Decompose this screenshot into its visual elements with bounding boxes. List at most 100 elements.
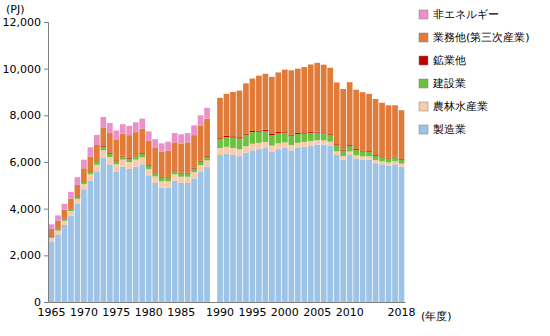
bar-segment xyxy=(62,225,68,302)
bar-segment xyxy=(340,151,346,157)
bar-segment xyxy=(172,181,178,302)
bar-segment xyxy=(152,176,158,183)
bar-segment xyxy=(126,126,132,135)
bar-segment xyxy=(321,65,327,133)
bar-segment xyxy=(340,89,346,150)
bar-segment xyxy=(217,98,223,138)
bar-segment xyxy=(230,92,236,136)
x-tick-label: 1985 xyxy=(167,306,195,319)
y-tick-mark xyxy=(44,115,48,116)
x-tick-label: 2005 xyxy=(303,306,331,319)
bar-segment xyxy=(126,159,132,162)
legend-swatch xyxy=(419,102,428,111)
bar-segment xyxy=(392,161,398,164)
bar-segment xyxy=(250,131,256,132)
bar-segment xyxy=(399,167,405,302)
bar-segment xyxy=(165,151,171,178)
bar-segment xyxy=(81,190,87,302)
bar-segment xyxy=(237,156,243,302)
bar-segment xyxy=(49,229,55,236)
bar-segment xyxy=(120,167,126,302)
x-tick-label: 2018 xyxy=(388,306,416,319)
y-tick-mark xyxy=(44,69,48,70)
bar-segment xyxy=(159,143,165,151)
bar-segment xyxy=(62,210,68,219)
bar-segment xyxy=(399,160,405,164)
bar-segment xyxy=(198,115,204,126)
bar-segment xyxy=(243,153,249,302)
bar-segment xyxy=(282,70,288,132)
bar-segment xyxy=(139,157,145,164)
bar-segment xyxy=(178,177,184,183)
bar-segment xyxy=(347,82,353,145)
bar-segment xyxy=(399,164,405,167)
bar-segment xyxy=(392,157,398,161)
bar-segment xyxy=(68,211,74,216)
bar-segment xyxy=(288,134,294,135)
bar-segment xyxy=(62,204,68,210)
bar-segment xyxy=(113,164,119,171)
bar-segment xyxy=(263,131,269,142)
bar-segment xyxy=(133,122,139,132)
y-tick-label: 12,000 xyxy=(3,16,42,29)
bar-segment xyxy=(81,160,87,169)
bar-segment xyxy=(172,142,178,170)
y-axis-title: (PJ) xyxy=(6,3,24,16)
bar-segment xyxy=(49,236,55,237)
bar-segment xyxy=(68,209,74,211)
y-axis-line xyxy=(44,23,49,303)
bar-segment xyxy=(191,135,197,168)
bar-segment xyxy=(139,164,145,302)
bar-segment xyxy=(159,181,165,187)
bar-segment xyxy=(172,171,178,174)
bar-segment xyxy=(75,177,81,185)
bar-segment xyxy=(81,184,87,190)
bar-segment xyxy=(224,147,230,154)
bar-segment xyxy=(107,133,113,153)
x-tick: 2018 xyxy=(388,302,416,319)
bar-segment xyxy=(373,156,379,160)
bar-segment xyxy=(224,94,230,136)
bar-segment xyxy=(88,181,94,302)
bar-segment xyxy=(392,105,398,156)
x-tick-label: 1970 xyxy=(70,306,98,319)
legend-label: 業務他(第三次産業) xyxy=(433,31,530,44)
bar-segment xyxy=(347,155,353,302)
y-tick: 12,000 xyxy=(3,16,49,29)
bar-segment xyxy=(75,197,81,199)
bar-segment xyxy=(101,117,107,128)
series xyxy=(49,63,405,236)
bar-segment xyxy=(321,140,327,144)
bar-segment xyxy=(295,69,301,133)
legend-label: 非エネルギー xyxy=(433,8,499,21)
x-tick: 2010 xyxy=(336,302,364,319)
y-tick-mark xyxy=(44,255,48,256)
bar-segment xyxy=(347,146,353,151)
bar-segment xyxy=(178,183,184,302)
bar-segment xyxy=(55,229,61,231)
x-tick-label: 1995 xyxy=(238,306,266,319)
bar-segment xyxy=(88,172,94,175)
x-axis-title: (年度) xyxy=(421,310,452,323)
bar-segment xyxy=(113,171,119,302)
bar-segment xyxy=(269,152,275,303)
chart: 02,0004,0006,0008,00010,00012,0001965197… xyxy=(0,0,550,336)
bar-segment xyxy=(301,67,307,132)
bar-segment xyxy=(263,130,269,131)
bar-segment xyxy=(276,143,282,149)
bar-segment xyxy=(360,160,366,302)
x-tick: 1975 xyxy=(102,302,130,319)
bar-segment xyxy=(62,221,68,225)
bar-segment xyxy=(295,133,301,134)
bars xyxy=(49,63,405,302)
bar-segment xyxy=(204,167,210,302)
bar-segment xyxy=(230,155,236,302)
bar-segment xyxy=(101,127,107,146)
bar-segment xyxy=(263,142,269,148)
bar-segment xyxy=(62,219,68,221)
bar-segment xyxy=(198,126,204,161)
bar-segment xyxy=(314,140,320,144)
bar-segment xyxy=(126,162,132,169)
bar-segment xyxy=(301,132,307,133)
bar-segment xyxy=(263,74,269,130)
